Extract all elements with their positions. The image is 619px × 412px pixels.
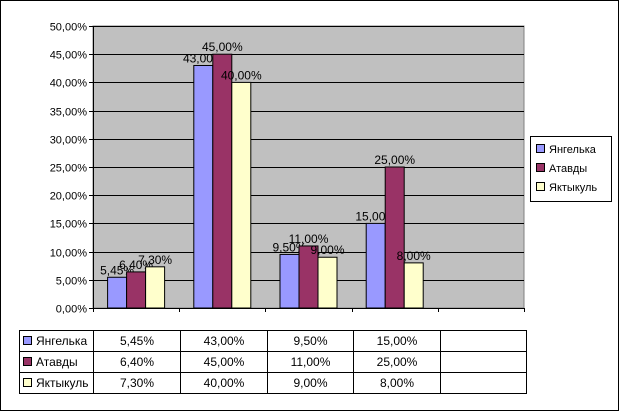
bar	[317, 256, 338, 309]
legend-item-yaktykul: Яктыкуль	[536, 181, 597, 195]
table-cell: 9,50%	[267, 330, 354, 352]
bar	[107, 276, 128, 309]
table-cell: 43,00%	[180, 330, 268, 352]
table-cell: 7,30%	[93, 372, 181, 394]
table-cell: 6,40%	[93, 351, 181, 373]
bar	[365, 222, 386, 309]
bar	[193, 64, 214, 309]
bar	[403, 262, 424, 309]
table-row: Атавды 6,40% 45,00% 11,00% 25,00%	[19, 351, 527, 373]
table-swatch-yangelka	[23, 336, 32, 345]
y-tick-label: 30,00%	[50, 135, 88, 147]
table-cell: 11,00%	[267, 351, 354, 373]
table-cell: 9,00%	[267, 372, 354, 394]
data-label: 5,45%	[100, 263, 134, 277]
table-cell	[440, 351, 527, 373]
y-tick-label: 0,00%	[56, 304, 87, 316]
table-cell	[440, 330, 527, 352]
legend-swatch-yangelka	[536, 144, 545, 153]
bar	[384, 166, 405, 309]
table-row-header: Яктыкуль	[19, 372, 94, 394]
data-label: 25,00%	[374, 153, 415, 167]
table-cell: 25,00%	[353, 351, 441, 373]
data-label: 8,00%	[397, 249, 431, 263]
bar	[279, 253, 300, 309]
y-tick-label: 20,00%	[50, 191, 88, 203]
y-tick-label: 15,00%	[50, 219, 88, 231]
table-cell	[440, 372, 527, 394]
table-series-name: Атавды	[36, 355, 78, 369]
legend-item-yangelka: Янгелька	[536, 143, 596, 157]
table-swatch-yaktykul	[23, 378, 32, 387]
legend-label-yangelka: Янгелька	[549, 144, 596, 156]
y-tick-label: 40,00%	[50, 78, 88, 90]
data-label: 40,00%	[221, 68, 262, 82]
table-cell: 40,00%	[180, 372, 268, 394]
table-row-header: Янгелька	[19, 330, 94, 352]
y-tick-label: 5,00%	[56, 276, 87, 288]
data-label: 45,00%	[202, 40, 243, 54]
data-label: 7,30%	[138, 253, 172, 267]
table-cell: 15,00%	[353, 330, 441, 352]
data-label: 9,50%	[272, 240, 306, 254]
legend-label-atavdy: Атавды	[549, 163, 588, 175]
table-series-name: Янгелька	[36, 334, 88, 348]
y-tick-label: 25,00%	[50, 163, 88, 175]
table-cell: 5,45%	[93, 330, 181, 352]
table-swatch-atavdy	[23, 357, 32, 366]
legend-swatch-yaktykul	[536, 182, 545, 191]
table-cell: 8,00%	[353, 372, 441, 394]
bar	[212, 53, 233, 309]
y-tick-label: 35,00%	[50, 107, 88, 119]
legend-label-yaktykul: Яктыкуль	[549, 182, 598, 194]
data-label: 9,00%	[310, 243, 344, 257]
bar	[126, 271, 147, 309]
data-label: 6,40%	[119, 258, 153, 272]
legend-item-atavdy: Атавды	[536, 162, 587, 176]
bar	[231, 81, 252, 309]
bar	[145, 266, 166, 309]
data-table: Янгелька 5,45% 43,00% 9,50% 15,00% Атавд…	[19, 330, 527, 394]
table-row: Янгелька 5,45% 43,00% 9,50% 15,00%	[19, 330, 527, 352]
table-series-name: Яктыкуль	[36, 376, 89, 390]
data-label: 11,00%	[289, 232, 329, 246]
table-row-header: Атавды	[19, 351, 94, 373]
y-tick-label: 10,00%	[50, 248, 88, 260]
y-tick-label: 50,00%	[50, 22, 88, 34]
table-row: Яктыкуль 7,30% 40,00% 9,00% 8,00%	[19, 372, 527, 394]
y-tick-label: 45,00%	[50, 50, 88, 62]
table-cell: 45,00%	[180, 351, 268, 373]
chart-legend: Янгелька Атавды Яктыкуль	[530, 136, 612, 202]
legend-swatch-atavdy	[536, 163, 545, 172]
